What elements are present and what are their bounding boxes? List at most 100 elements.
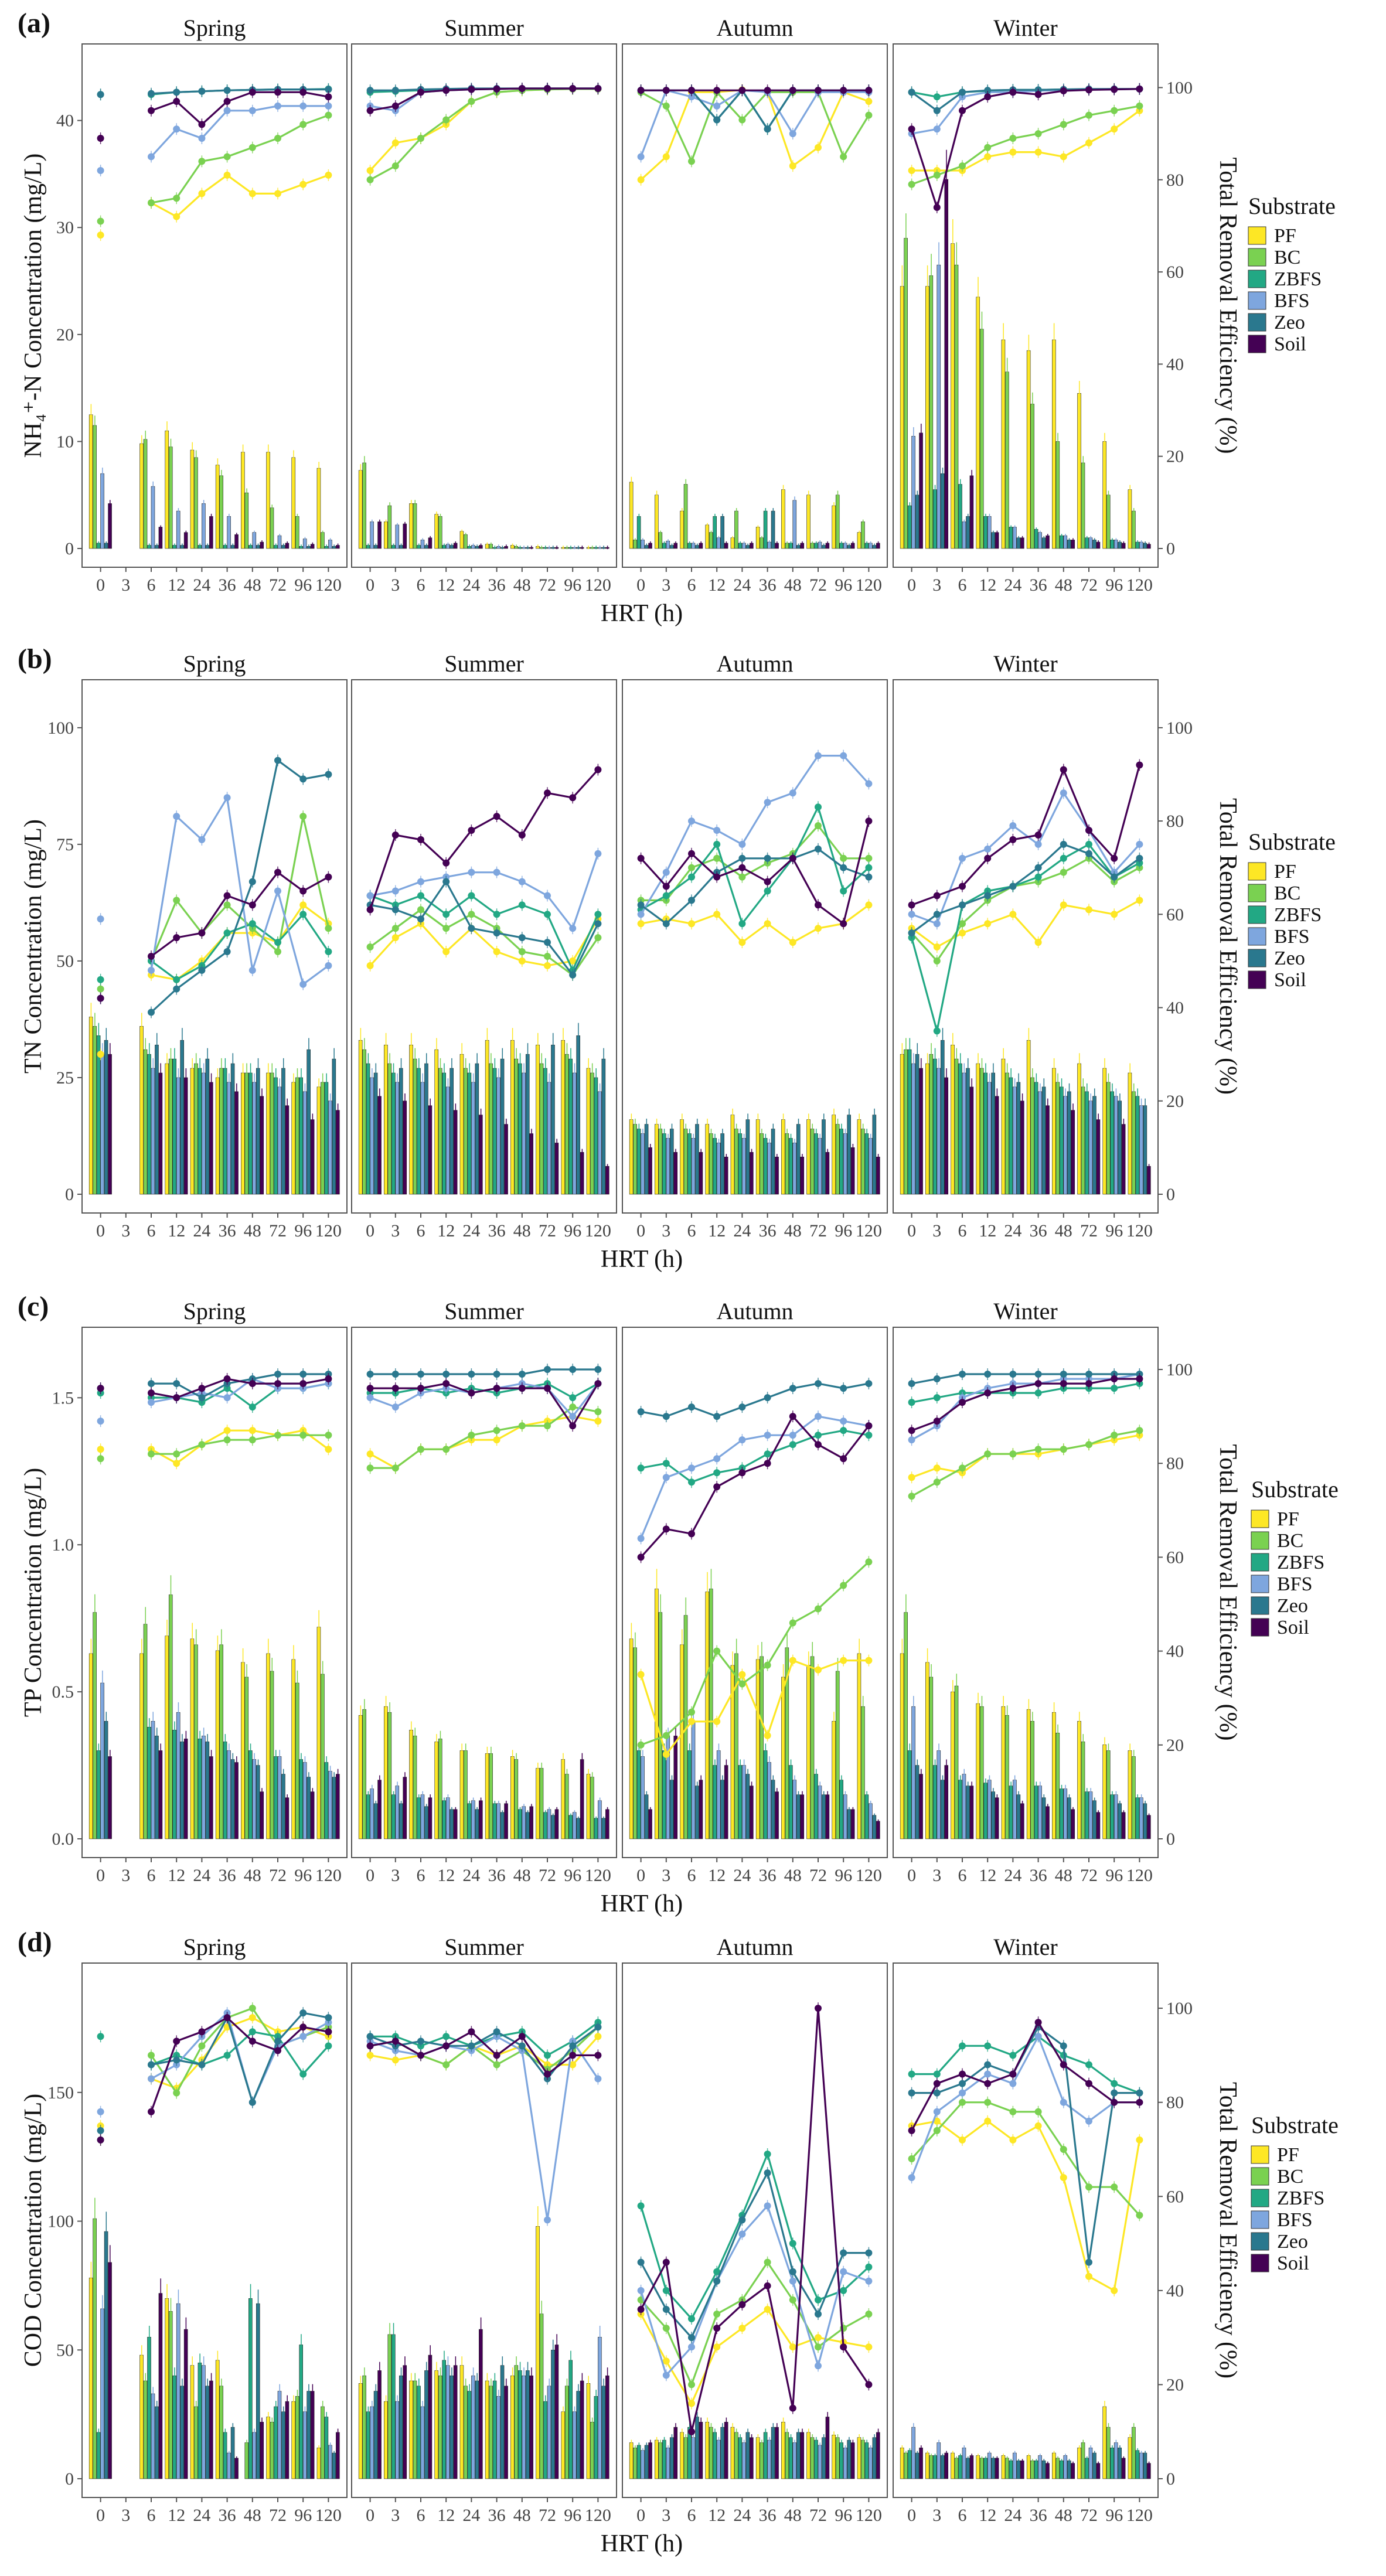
point-soil <box>325 1375 332 1383</box>
bar-bc <box>387 1712 392 1839</box>
point-bc <box>933 957 941 965</box>
x-tick-label: 120 <box>315 1221 342 1241</box>
bar-bfs <box>691 2437 696 2479</box>
series-line-bfs <box>150 795 329 986</box>
point-pf <box>1060 153 1067 161</box>
bar-pf <box>139 2354 144 2479</box>
series-line-bc <box>911 105 1140 186</box>
bar-bc <box>244 492 249 549</box>
bar-bfs <box>1013 1780 1017 1839</box>
bar-pf <box>409 503 413 549</box>
bar-zeo <box>601 2386 606 2479</box>
bar-bfs <box>598 2336 602 2479</box>
point-bc <box>1060 2145 1067 2153</box>
point-pf <box>248 1427 256 1434</box>
bar-bc <box>979 1706 984 1839</box>
bar-zeo <box>399 1803 403 1839</box>
point-soil <box>299 88 307 96</box>
point-zeo <box>198 966 206 974</box>
y2-tick-label: 80 <box>1166 1454 1184 1473</box>
point-bfs <box>1034 2033 1042 2040</box>
bar-bfs <box>395 1082 400 1195</box>
season-title: Autumn <box>716 15 793 41</box>
bar-bfs <box>792 2442 797 2479</box>
series-line-bc <box>151 114 329 204</box>
series-line-bfs <box>370 853 599 931</box>
bar-zbfs <box>248 1072 253 1195</box>
bar-soil <box>876 1157 880 1195</box>
bar-bc <box>194 1644 198 1839</box>
bar-soil <box>944 1077 949 1195</box>
bar-zbfs <box>147 1727 151 1839</box>
bar-pf <box>629 482 634 549</box>
bar-bfs <box>471 1800 475 1839</box>
bar-pf <box>88 1653 93 1839</box>
x-tick-label: 36 <box>759 575 777 595</box>
bar-bc <box>810 2437 815 2479</box>
point-pf <box>637 920 645 928</box>
bar-zbfs <box>789 1138 793 1195</box>
x-tick-label: 24 <box>1004 1866 1021 1885</box>
point-soil <box>933 892 941 899</box>
x-tick-label: 36 <box>1030 1221 1047 1241</box>
bar-bc <box>954 1685 959 1839</box>
x-tick-label: 0 <box>907 2506 916 2525</box>
point-soil <box>594 1380 602 1388</box>
bar-bc <box>143 439 148 549</box>
point-bc <box>248 144 256 151</box>
point-soil <box>713 873 721 881</box>
point-bc <box>738 116 746 124</box>
point-zeo <box>815 845 822 853</box>
point-pf <box>984 920 992 928</box>
y-axis-title-b: TN Concentration (mg/L) <box>20 819 47 1074</box>
bar-zbfs <box>417 2386 421 2479</box>
x-tick-label: 12 <box>168 1221 185 1241</box>
bar-zbfs <box>543 1812 547 1839</box>
bar-bc <box>954 2458 959 2479</box>
y2-axis-title: Total Removal Efficiency (%) <box>1214 1444 1241 1741</box>
bar-zbfs <box>839 1780 843 1839</box>
bar-pf <box>241 452 245 549</box>
x-axis-title-b: HRT (h) <box>601 1246 683 1273</box>
point-zeo <box>299 1371 307 1378</box>
panel-label-c: (c) <box>18 1291 49 1322</box>
point-bc <box>815 822 822 830</box>
bar-zeo <box>796 2432 801 2479</box>
point-bfs <box>299 102 307 110</box>
y2-axis-title: Total Removal Efficiency (%) <box>1214 798 1241 1095</box>
point-bc <box>984 144 992 151</box>
bar-zbfs <box>518 2370 522 2479</box>
point-zeo <box>1034 864 1042 871</box>
point-bc <box>391 925 399 932</box>
bar-bc <box>734 1129 738 1195</box>
point-bfs <box>391 1403 399 1411</box>
point-bc <box>299 1432 307 1439</box>
bar-soil <box>724 2422 728 2479</box>
x-tick-label: 48 <box>513 575 531 595</box>
bar-soil <box>336 1774 340 1839</box>
bar-zeo <box>307 1777 311 1839</box>
bar-zeo <box>915 2452 920 2479</box>
bar-bfs <box>641 2450 645 2479</box>
x-tick-label: 3 <box>391 2506 400 2525</box>
bar-pf <box>215 1650 220 1839</box>
point-zeo <box>840 864 847 871</box>
x-tick-label: 72 <box>269 575 287 595</box>
bar-pf <box>88 414 93 549</box>
bar-bc <box>1005 1715 1009 1839</box>
bar-zeo <box>373 2391 378 2479</box>
point-soil <box>1034 831 1042 839</box>
bar-soil <box>310 2391 315 2479</box>
bar-bc <box>1106 1750 1111 1839</box>
bar-soil <box>850 1809 855 1839</box>
bar-zbfs <box>1110 1794 1114 1839</box>
point-zeo <box>637 901 645 909</box>
bar-bc <box>362 462 366 549</box>
point-zeo <box>662 1413 670 1420</box>
x-tick-label: 12 <box>708 2506 726 2525</box>
x-tick-label: 48 <box>513 1866 531 1885</box>
bar-zeo <box>281 2411 285 2479</box>
point-zeo <box>274 757 281 764</box>
